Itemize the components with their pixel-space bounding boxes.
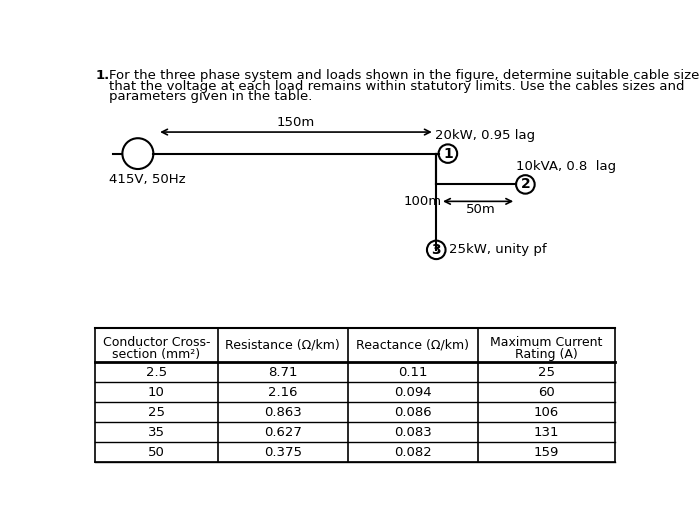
Text: 1: 1	[443, 146, 453, 161]
Text: 0.086: 0.086	[394, 406, 432, 419]
Text: 3: 3	[431, 243, 441, 257]
Text: 10: 10	[148, 386, 165, 399]
Text: 2.5: 2.5	[146, 366, 167, 379]
Text: Rating (A): Rating (A)	[515, 348, 578, 361]
Text: 25kW, unity pf: 25kW, unity pf	[449, 243, 547, 256]
Text: 415V, 50Hz: 415V, 50Hz	[109, 173, 186, 186]
Text: 106: 106	[533, 406, 559, 419]
Text: Conductor Cross-: Conductor Cross-	[103, 336, 210, 349]
Text: Maximum Current: Maximum Current	[490, 336, 603, 349]
Text: 0.11: 0.11	[398, 366, 428, 379]
Text: 0.375: 0.375	[264, 446, 302, 459]
Text: 25: 25	[538, 366, 555, 379]
Text: 50: 50	[148, 446, 165, 459]
Text: 159: 159	[533, 446, 559, 459]
Text: 0.083: 0.083	[394, 426, 432, 439]
Text: 100m: 100m	[404, 195, 442, 208]
Text: 8.71: 8.71	[268, 366, 298, 379]
Text: 50m: 50m	[466, 203, 496, 216]
Text: section (mm²): section (mm²)	[113, 348, 200, 361]
Text: 150m: 150m	[277, 116, 315, 129]
Text: 0.082: 0.082	[394, 446, 432, 459]
Text: For the three phase system and loads shown in the figure, determine suitable cab: For the three phase system and loads sho…	[109, 69, 700, 82]
Text: 0.863: 0.863	[264, 406, 302, 419]
Text: that the voltage at each load remains within statutory limits. Use the cables si: that the voltage at each load remains wi…	[109, 79, 685, 93]
Text: 10kVA, 0.8  lag: 10kVA, 0.8 lag	[516, 160, 616, 173]
Text: 1.: 1.	[95, 69, 109, 82]
Text: 0.627: 0.627	[264, 426, 302, 439]
Text: parameters given in the table.: parameters given in the table.	[109, 90, 313, 104]
Text: 20kW, 0.95 lag: 20kW, 0.95 lag	[435, 129, 535, 142]
Text: 60: 60	[538, 386, 554, 399]
Text: 0.094: 0.094	[394, 386, 432, 399]
Text: 25: 25	[148, 406, 165, 419]
Text: Reactance (Ω/km): Reactance (Ω/km)	[356, 339, 470, 352]
Text: Resistance (Ω/km): Resistance (Ω/km)	[225, 339, 340, 352]
Text: 2.16: 2.16	[268, 386, 298, 399]
Text: 131: 131	[533, 426, 559, 439]
Text: 2: 2	[521, 177, 531, 191]
Text: 35: 35	[148, 426, 165, 439]
